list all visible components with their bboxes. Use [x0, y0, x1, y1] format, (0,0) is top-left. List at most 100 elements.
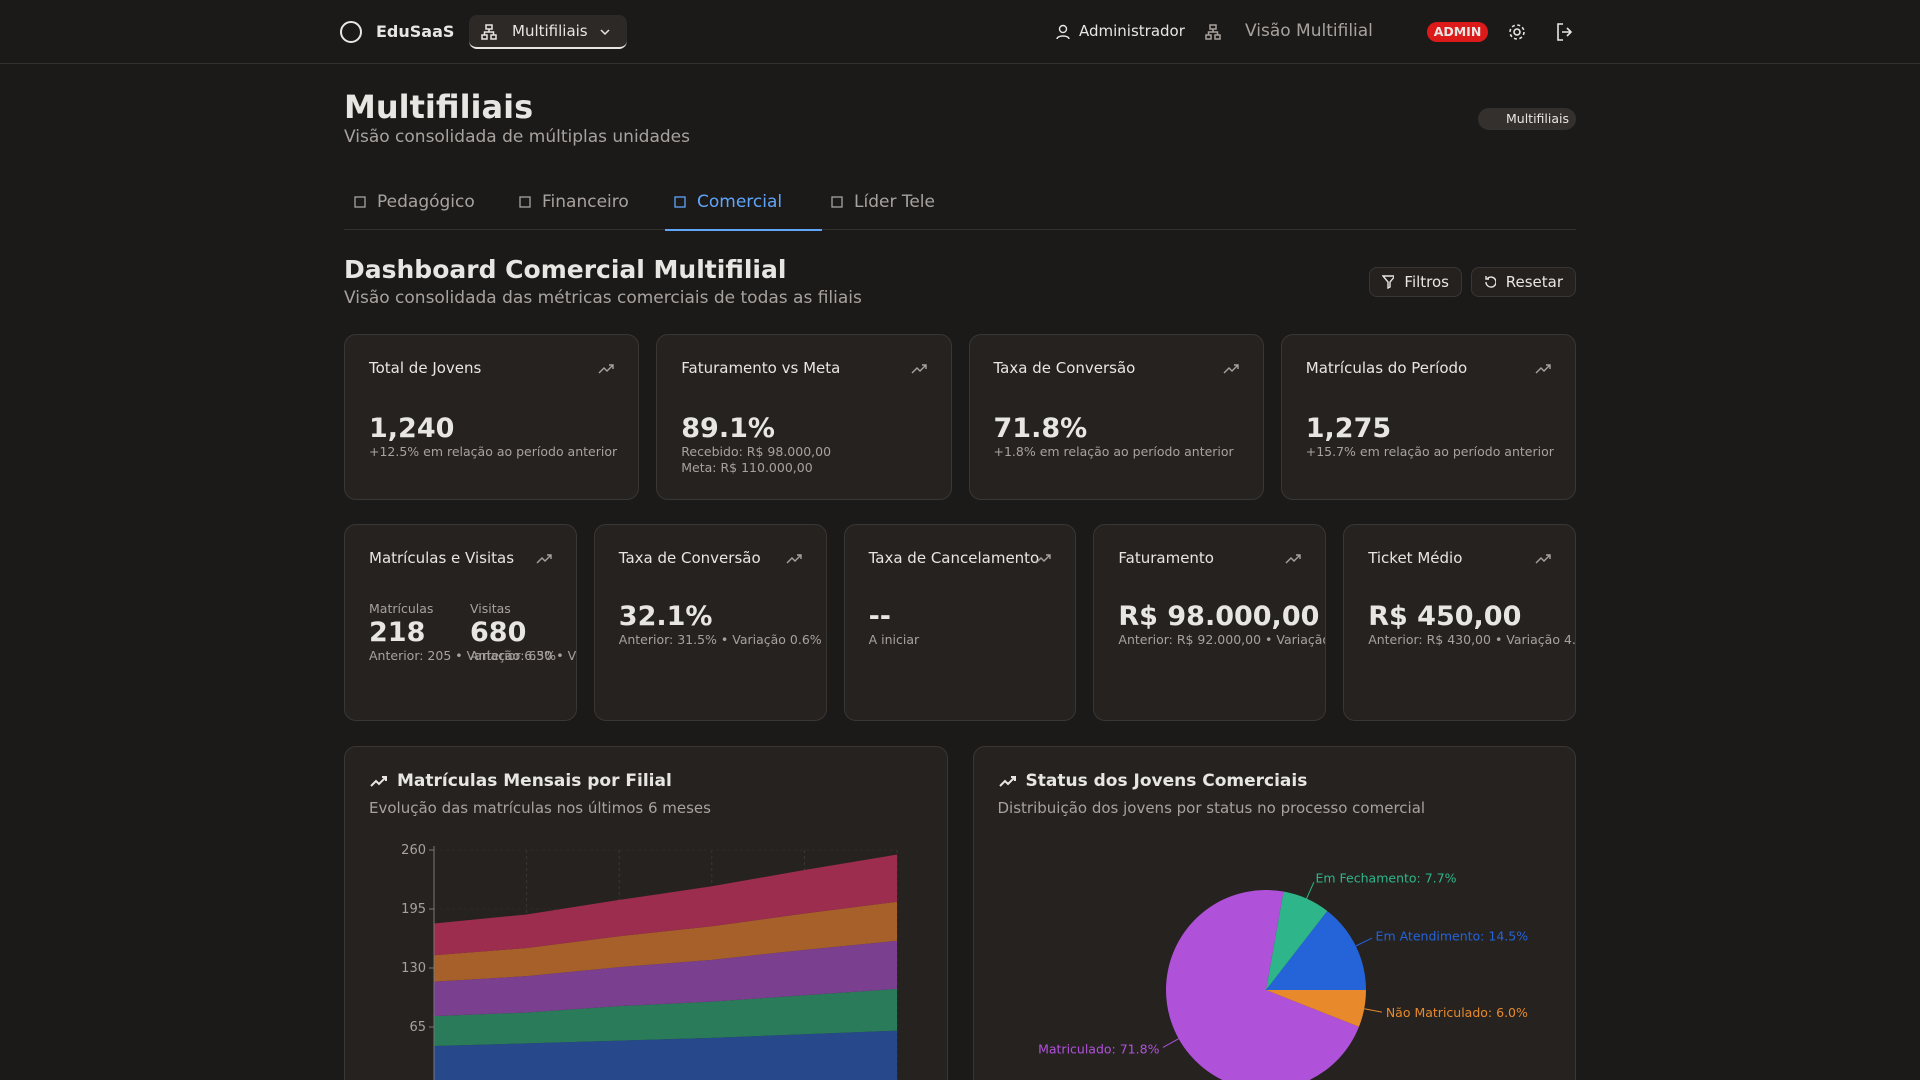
chart-title: Status dos Jovens Comerciais	[1025, 771, 1308, 791]
icon-stroke	[1223, 364, 1239, 374]
icon-shape	[831, 196, 843, 208]
icon-stroke	[786, 554, 802, 564]
reset-icon	[1485, 276, 1496, 288]
filter-button[interactable]: Filtros	[1369, 267, 1462, 297]
icon-stroke	[536, 554, 552, 564]
network-icon	[1205, 24, 1221, 40]
tab-icon	[674, 196, 686, 208]
metric-card: Faturamento R$ 98.000,00 Anterior: R$ 92.0…	[1093, 524, 1327, 721]
card-icon	[536, 554, 552, 564]
label-line	[1355, 937, 1372, 947]
icon-stroke	[1535, 554, 1551, 564]
metric-row: Matrículas e Visitas Matrículas 218 Anterio…	[344, 524, 1576, 721]
filter-icon	[1382, 275, 1395, 289]
tab[interactable]: Financeiro	[518, 192, 629, 212]
kpi-row: Total de Jovens 1,240 +12.5% em relação ao…	[344, 334, 1576, 500]
kpi-note: +15.7% em relação ao período anterior	[1305, 444, 1554, 459]
kpi-card: Total de Jovens 1,240 +12.5% em relação ao…	[344, 334, 640, 500]
tab-icon	[354, 196, 366, 208]
pie-label: Não Matriculado: 6.0%	[1385, 1005, 1527, 1020]
metric-label: Matrículas	[369, 601, 434, 616]
tab-label: Líder Tele	[854, 192, 935, 212]
card-icon	[1035, 554, 1052, 564]
icon-stroke	[370, 776, 387, 787]
metric-value: --	[868, 601, 892, 632]
branch-selector[interactable]: Multifiliais	[469, 15, 627, 49]
tab[interactable]: Líder Tele	[830, 192, 935, 212]
pie-slice	[1165, 890, 1359, 1080]
pie-label: Em Fechamento: 7.7%	[1315, 870, 1456, 885]
kpi-value: 1,240	[369, 413, 455, 444]
kpi-title: Total de Jovens	[369, 359, 482, 377]
admin-badge: ADMIN	[1427, 22, 1488, 42]
tab-label: Financeiro	[542, 192, 629, 212]
pie-label: Matriculado: 71.8%	[1038, 1041, 1159, 1056]
chart-title: Matrículas Mensais por Filial	[397, 771, 672, 791]
icon-stroke	[598, 364, 614, 374]
tab-label: Pedagógico	[377, 192, 475, 212]
chart-subtitle: Evolução das matrículas nos últimos 6 me…	[369, 799, 711, 817]
metric-card: Ticket Médio R$ 450,00 Anterior: R$ 430,00…	[1343, 524, 1576, 721]
tab[interactable]: Pedagógico	[353, 192, 475, 212]
user-name[interactable]: Administrador	[1079, 22, 1185, 40]
y-tick-label: 195	[401, 902, 426, 917]
label-line	[1305, 881, 1314, 899]
page-subtitle: Visão consolidada de múltiplas unidades	[344, 127, 690, 147]
chart: Em Atendimento: 14.5% Em Fechamento: 7.7%…	[1038, 870, 1528, 1080]
view-label: Visão Multifilial	[1245, 21, 1373, 41]
card-icon	[786, 554, 802, 564]
metric-title: Faturamento	[1118, 549, 1214, 567]
page-title: Multifiliais	[344, 88, 534, 126]
button-label: Resetar	[1505, 273, 1563, 291]
card-icon	[1535, 554, 1551, 564]
chart-card: Status dos Jovens Comerciais Distribuição…	[972, 746, 1576, 1080]
brand: EduSaaS	[376, 22, 455, 41]
y-tick-label: 130	[401, 961, 426, 976]
chart: 65 130 195 260	[401, 843, 898, 1080]
kpi-title: Faturamento vs Meta	[681, 359, 841, 377]
card-icon	[598, 364, 614, 374]
label-line	[1363, 1008, 1382, 1013]
chart-subtitle: Distribuição dos jovens por status no pr…	[997, 799, 1426, 817]
metric-value: R$ 450,00	[1368, 601, 1522, 632]
settings-button[interactable]	[1507, 22, 1527, 42]
header: EduSaaS Multifiliais Administrador Visão…	[0, 0, 1920, 64]
metric-card: Taxa de Conversão 32.1% Anterior: 31.5% • …	[593, 524, 827, 721]
metric-title: Taxa de Cancelamento	[868, 549, 1040, 567]
metric-body: 32.1% Anterior: 31.5% • Variação 0.6%	[618, 601, 822, 648]
reset-button[interactable]: Resetar	[1471, 267, 1576, 297]
metric-card: Taxa de Cancelamento -- A iniciar	[843, 524, 1077, 721]
tab[interactable]: Comercial	[665, 192, 822, 231]
tab-icon	[519, 196, 531, 208]
kpi-card: Taxa de Conversão 71.8% +1.8% em relação a…	[968, 334, 1264, 500]
button-label: Filtros	[1404, 273, 1449, 291]
network-icon	[481, 24, 497, 40]
icon-shape	[354, 196, 366, 208]
logout-button[interactable]	[1555, 22, 1575, 42]
dashboard-subtitle: Visão consolidada das métricas comerciai…	[344, 288, 862, 308]
chart-icon	[998, 776, 1016, 787]
metric-note: Anterior: 31.5% • Variação 0.6%	[618, 632, 822, 647]
metric-note: Anterior: 650 • Variação 4.6%	[470, 648, 576, 663]
tab-bar: Pedagógico Financeiro Comercial Líder Tele	[344, 186, 1576, 231]
chevron	[600, 29, 610, 36]
metric-body: R$ 450,00 Anterior: R$ 430,00 • Variação …	[1368, 601, 1575, 648]
tab-label: Comercial	[697, 192, 783, 212]
kpi-note: +12.5% em relação ao período anterior	[369, 444, 618, 459]
metric-title: Matrículas e Visitas	[369, 549, 515, 567]
icon-stroke	[1535, 364, 1551, 374]
icon-shape	[674, 196, 686, 208]
page-badge: Multifiliais	[1478, 108, 1576, 130]
kpi-title: Taxa de Conversão	[993, 359, 1136, 377]
chart-icon	[370, 776, 387, 787]
pie-slice	[1265, 910, 1366, 990]
chart-card: Matrículas Mensais por Filial Evolução da…	[344, 746, 948, 1080]
metric-note: Anterior: R$ 92.000,00 • Variação 6.5%	[1118, 632, 1327, 647]
area	[434, 854, 897, 956]
metric-card: Matrículas e Visitas Matrículas 218 Anterio…	[344, 524, 577, 721]
tab-underline	[665, 229, 822, 231]
area	[434, 988, 897, 1047]
metric-column: Matrículas 218 Anterior: 205 • Variação 6.…	[369, 601, 556, 664]
